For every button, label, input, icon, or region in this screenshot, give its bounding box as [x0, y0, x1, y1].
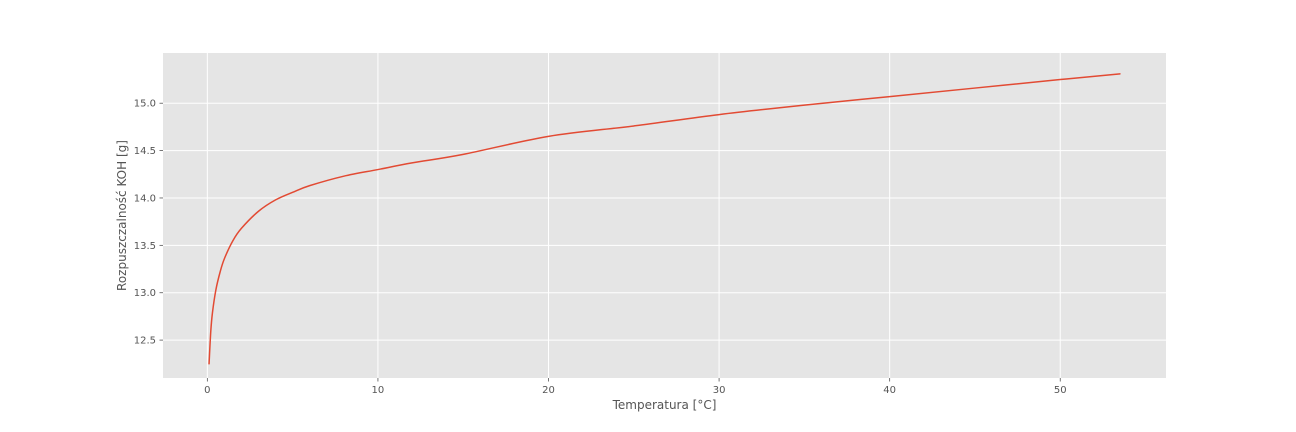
series-layer: [208, 73, 1121, 365]
y-axis-label: Rozpuszczalność KOH [g]: [115, 140, 129, 291]
x-tick-label: 50: [1054, 385, 1067, 396]
x-axis-ticks: 0 10 20 30 40 50: [204, 378, 1067, 396]
y-tick-label: 14.5: [134, 146, 156, 157]
y-tick-label: 13.0: [134, 288, 156, 299]
x-tick-label: 40: [883, 385, 896, 396]
x-tick-label: 30: [713, 385, 726, 396]
y-tick-label: 14.0: [134, 193, 156, 204]
plot-background: [163, 53, 1166, 378]
x-tick-label: 20: [542, 385, 555, 396]
y-tick-label: 12.5: [134, 336, 156, 347]
x-tick-label: 10: [372, 385, 385, 396]
y-gridlines: [163, 102, 1166, 341]
series-line: [208, 73, 1121, 365]
y-tick-label: 13.5: [134, 241, 156, 252]
x-axis-label: Temperatura [°C]: [612, 398, 717, 412]
x-gridlines: [206, 53, 1061, 378]
y-axis-ticks: 12.5 13.0 13.5 14.0 14.5 15.0: [134, 99, 163, 347]
y-tick-label: 15.0: [134, 99, 156, 110]
x-tick-label: 0: [204, 385, 210, 396]
